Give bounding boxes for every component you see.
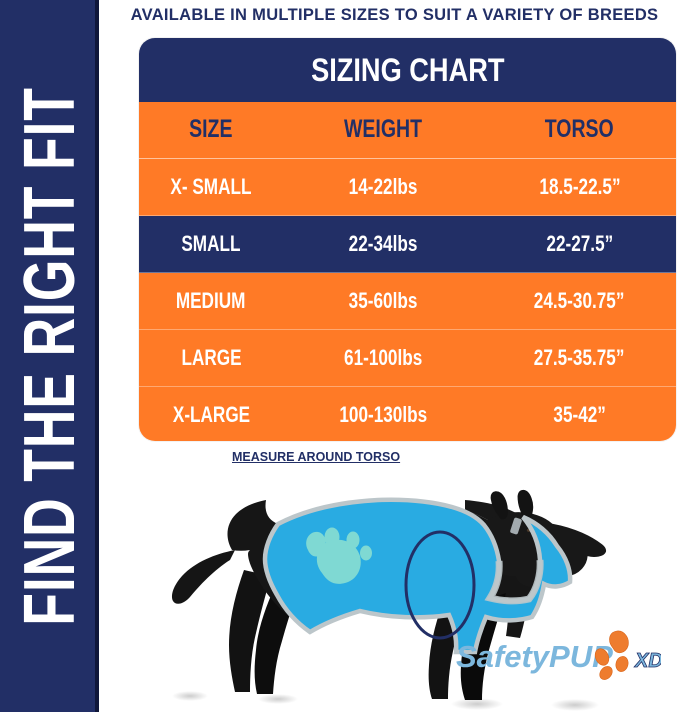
svg-text:XD: XD bbox=[634, 650, 661, 672]
svg-text:SafetyPUP: SafetyPUP bbox=[456, 639, 613, 674]
